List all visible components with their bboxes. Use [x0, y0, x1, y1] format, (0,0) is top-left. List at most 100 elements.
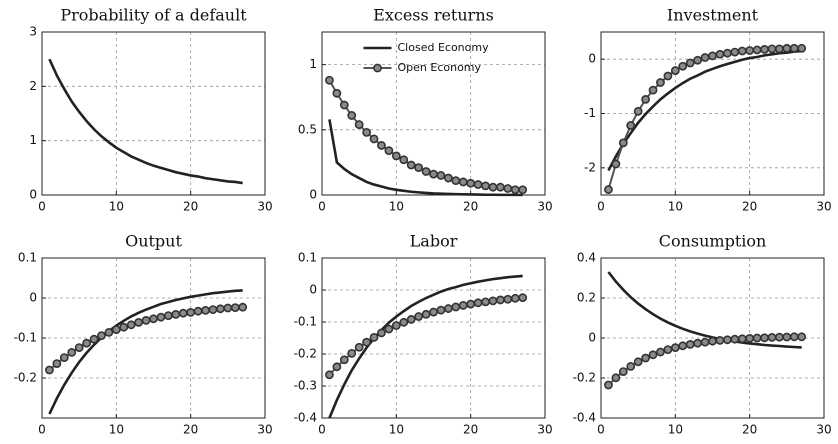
- marker: [429, 169, 438, 179]
- marker: [443, 304, 453, 313]
- marker: [663, 345, 673, 354]
- marker: [347, 348, 357, 358]
- y-tick-label: -0.4: [573, 411, 596, 425]
- marker: [685, 339, 695, 349]
- marker: [104, 327, 114, 337]
- marker: [604, 185, 613, 194]
- marker: [473, 298, 483, 308]
- marker: [752, 45, 762, 55]
- marker: [171, 309, 181, 319]
- marker: [481, 297, 490, 307]
- marker: [737, 46, 747, 56]
- marker: [208, 305, 218, 314]
- x-tick-label: 10: [389, 423, 404, 437]
- series-line: [48, 289, 243, 415]
- marker: [648, 350, 658, 360]
- panel-title: Probability of a default: [60, 6, 247, 25]
- marker: [347, 111, 357, 120]
- marker: [503, 294, 513, 304]
- marker: [141, 315, 151, 325]
- marker: [354, 342, 364, 352]
- marker: [789, 332, 799, 342]
- marker: [473, 180, 483, 189]
- marker: [52, 359, 62, 368]
- series-line: [48, 58, 243, 185]
- marker: [760, 333, 769, 343]
- panel-title: Investment: [667, 6, 759, 25]
- marker: [618, 367, 628, 376]
- x-tick-label: 10: [668, 423, 683, 437]
- marker: [481, 181, 490, 191]
- marker: [67, 347, 77, 357]
- y-tick-label: -0.2: [14, 371, 37, 385]
- marker: [332, 362, 342, 372]
- marker: [74, 343, 84, 352]
- marker: [384, 324, 394, 334]
- x-tick-label: 30: [257, 200, 272, 214]
- plot-area: [42, 258, 265, 418]
- marker: [488, 182, 498, 192]
- marker: [384, 146, 394, 156]
- marker: [775, 44, 784, 54]
- marker: [670, 66, 680, 75]
- y-tick-label: 0: [29, 188, 37, 202]
- marker: [618, 138, 628, 148]
- marker: [670, 343, 680, 352]
- marker: [782, 43, 792, 53]
- y-tick-label: -0.4: [294, 411, 317, 425]
- panel-title: Excess returns: [373, 6, 494, 25]
- y-tick-label: 0: [29, 291, 37, 305]
- x-tick-label: 10: [389, 200, 404, 214]
- y-tick-label: 0.1: [18, 251, 37, 265]
- x-tick-label: 20: [742, 200, 757, 214]
- marker: [797, 332, 807, 342]
- marker: [414, 163, 424, 173]
- marker: [678, 61, 688, 71]
- marker: [215, 304, 225, 314]
- marker: [230, 303, 240, 312]
- x-tick-label: 0: [597, 423, 605, 437]
- x-tick-label: 30: [537, 423, 552, 437]
- marker: [201, 305, 210, 315]
- marker: [339, 355, 349, 365]
- marker: [626, 361, 636, 371]
- marker: [656, 347, 665, 357]
- marker: [708, 336, 717, 346]
- marker: [325, 75, 334, 85]
- y-tick-label: -0.2: [573, 371, 596, 385]
- marker: [436, 171, 446, 180]
- marker: [399, 317, 409, 327]
- marker: [760, 44, 769, 54]
- plot-frame: [600, 257, 825, 419]
- marker: [466, 178, 476, 188]
- y-tick-label: 0.1: [298, 251, 317, 265]
- marker: [503, 184, 513, 193]
- marker: [186, 307, 196, 317]
- x-tick-label: 0: [597, 200, 605, 214]
- marker: [126, 320, 136, 330]
- y-tick-label: 2: [29, 79, 37, 93]
- marker: [722, 48, 732, 58]
- plot-frame: [321, 31, 546, 196]
- marker: [685, 58, 695, 68]
- x-tick-label: 30: [816, 423, 831, 437]
- marker: [518, 185, 528, 195]
- marker: [510, 293, 520, 303]
- marker: [223, 303, 233, 313]
- marker: [510, 185, 520, 195]
- marker: [708, 51, 717, 61]
- panel-title: Labor: [410, 232, 458, 251]
- marker: [700, 53, 710, 62]
- marker: [119, 322, 129, 332]
- marker: [339, 100, 349, 110]
- marker: [436, 305, 446, 315]
- y-tick-label: -2: [584, 160, 596, 174]
- marker: [782, 332, 792, 342]
- marker: [641, 94, 650, 104]
- marker: [458, 300, 468, 310]
- marker: [45, 365, 54, 375]
- marker: [421, 167, 431, 176]
- y-tick-label: 0.5: [298, 122, 317, 136]
- x-tick-label: 30: [257, 423, 272, 437]
